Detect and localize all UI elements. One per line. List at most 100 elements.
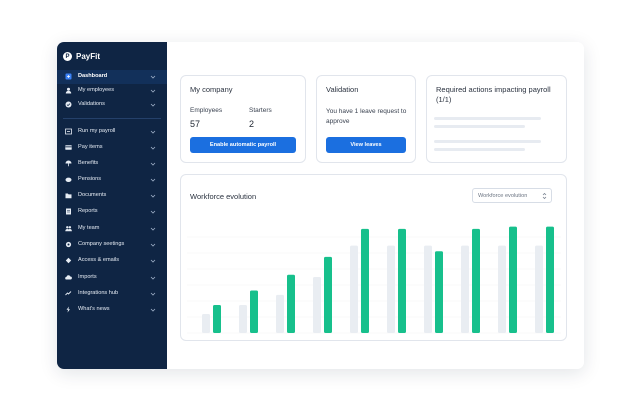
payfit-logo-icon: P xyxy=(63,52,72,61)
sidebar-item-my-employees[interactable]: My employees xyxy=(57,84,167,98)
sidebar-item-what-s-news[interactable]: What's news xyxy=(57,303,167,317)
sidebar-item-integrations-hub[interactable]: Integrations hub xyxy=(57,287,167,301)
piggy-icon xyxy=(65,177,72,182)
chevron-down-icon[interactable] xyxy=(150,177,156,183)
bolt-icon xyxy=(66,306,70,313)
bar-green xyxy=(287,274,295,333)
sidebar-item-documents[interactable]: Documents xyxy=(57,189,167,203)
sidebar-item-label: Integrations hub xyxy=(78,290,119,296)
sidebar-item-label: Imports xyxy=(78,274,97,280)
bar-green xyxy=(361,228,369,333)
sidebar-item-label: Company seetings xyxy=(78,241,125,247)
chevron-down-icon[interactable] xyxy=(150,242,156,248)
sidebar: P PayFit Dashboard My employees Validation… xyxy=(57,42,167,369)
bar-grey xyxy=(276,294,284,333)
chevron-down-icon[interactable] xyxy=(150,226,156,232)
sidebar-item-label: Access & emails xyxy=(78,257,120,263)
bar-green xyxy=(250,290,258,333)
workforce-chart xyxy=(187,226,561,334)
grid-icon xyxy=(65,73,72,80)
report-icon xyxy=(66,208,71,215)
view-leaves-button[interactable]: View leaves xyxy=(326,137,406,153)
bar-green xyxy=(472,228,480,333)
card-icon xyxy=(65,145,72,150)
validation-text: You have 1 leave request to approve xyxy=(326,108,407,125)
check-circle-icon xyxy=(65,101,72,108)
required-actions-card: Required actions impacting payroll (1/1) xyxy=(426,75,567,163)
chevron-down-icon[interactable] xyxy=(150,258,156,264)
validation-card-title: Validation xyxy=(326,85,359,94)
chevron-down-icon[interactable] xyxy=(150,307,156,313)
chevron-down-icon[interactable] xyxy=(150,193,156,199)
sidebar-item-reports[interactable]: Reports xyxy=(57,205,167,219)
sidebar-item-company-seetings[interactable]: Company seetings xyxy=(57,238,167,252)
bar-green xyxy=(509,226,517,333)
sidebar-item-label: Reports xyxy=(78,208,98,214)
chevron-down-icon[interactable] xyxy=(150,145,156,151)
employees-value: 57 xyxy=(190,119,201,129)
bar-grey xyxy=(202,313,210,333)
bar-green xyxy=(324,256,332,333)
bar-grey xyxy=(461,245,469,333)
sidebar-item-label: What's news xyxy=(78,306,110,312)
sidebar-item-validations[interactable]: Validations xyxy=(57,98,167,112)
sidebar-item-benefits[interactable]: Benefits xyxy=(57,157,167,171)
team-icon xyxy=(65,226,72,232)
chevron-down-icon[interactable] xyxy=(150,275,156,281)
umbrella-icon xyxy=(65,160,72,167)
sidebar-item-dashboard[interactable]: Dashboard xyxy=(57,70,167,84)
main-content: My company Employees 57 Starters 2 Enabl… xyxy=(167,42,584,369)
chevron-down-icon[interactable] xyxy=(150,88,156,94)
sidebar-item-label: Pensions xyxy=(78,176,102,182)
chevron-down-icon[interactable] xyxy=(150,209,156,215)
payfit-logo[interactable]: P PayFit xyxy=(63,52,100,61)
sidebar-item-pay-items[interactable]: Pay items xyxy=(57,141,167,155)
gear-icon xyxy=(65,241,72,248)
starters-label: Starters xyxy=(249,107,272,114)
chevron-down-icon[interactable] xyxy=(150,102,156,108)
company-card-title: My company xyxy=(190,85,233,94)
bar-grey xyxy=(239,305,247,333)
bar-grey xyxy=(424,245,432,333)
chevron-down-icon[interactable] xyxy=(150,291,156,297)
sidebar-item-label: Validations xyxy=(78,101,105,107)
sidebar-item-run-my-payroll[interactable]: Run my payroll xyxy=(57,125,167,139)
bar-green xyxy=(398,228,406,333)
plug-icon xyxy=(65,291,72,296)
bar-green xyxy=(546,226,554,333)
skeleton-line xyxy=(434,148,525,151)
brand-name: PayFit xyxy=(76,52,101,61)
validation-card: Validation You have 1 leave request to a… xyxy=(316,75,416,163)
workforce-title: Workforce evolution xyxy=(190,192,257,201)
sidebar-item-label: My employees xyxy=(78,87,115,93)
sidebar-item-label: Run my payroll xyxy=(78,128,116,134)
enable-automatic-payroll-button[interactable]: Enable automatic payroll xyxy=(190,137,296,153)
payroll-icon xyxy=(65,128,72,135)
workforce-select[interactable]: Workforce evolution xyxy=(472,188,552,203)
sidebar-item-access-emails[interactable]: Access & emails xyxy=(57,254,167,268)
sidebar-item-label: Dashboard xyxy=(78,73,108,79)
chevron-down-icon[interactable] xyxy=(150,74,156,80)
bar-grey xyxy=(350,245,358,333)
sidebar-item-label: Benefits xyxy=(78,160,99,166)
chevron-down-icon[interactable] xyxy=(150,129,156,135)
workforce-card: Workforce evolution Workforce evolution xyxy=(180,174,567,341)
folder-icon xyxy=(65,193,72,199)
company-card: My company Employees 57 Starters 2 Enabl… xyxy=(180,75,306,163)
chevron-down-icon[interactable] xyxy=(150,161,156,167)
sidebar-item-imports[interactable]: Imports xyxy=(57,271,167,285)
sidebar-item-pensions[interactable]: Pensions xyxy=(57,173,167,187)
select-caret-icon xyxy=(542,192,547,200)
skeleton-line xyxy=(434,125,525,128)
bar-grey xyxy=(313,277,321,333)
sidebar-item-label: My team xyxy=(78,225,100,231)
workforce-select-value: Workforce evolution xyxy=(478,192,528,199)
bar-green xyxy=(213,305,221,333)
app-window: P PayFit Dashboard My employees Validation… xyxy=(57,42,584,369)
sidebar-item-label: Documents xyxy=(78,192,107,198)
sidebar-item-label: Pay items xyxy=(78,144,103,150)
sidebar-divider xyxy=(63,118,161,119)
sidebar-item-my-team[interactable]: My team xyxy=(57,222,167,236)
bar-grey xyxy=(498,245,506,333)
bar-grey xyxy=(535,245,543,333)
